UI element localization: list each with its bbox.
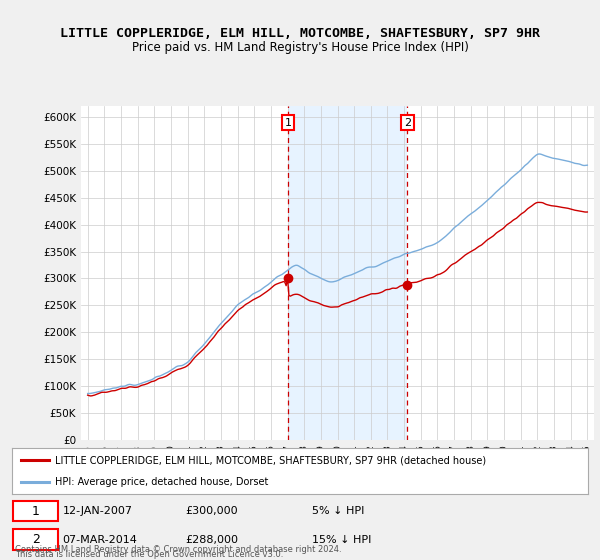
Text: Price paid vs. HM Land Registry's House Price Index (HPI): Price paid vs. HM Land Registry's House …	[131, 41, 469, 54]
Text: 12-JAN-2007: 12-JAN-2007	[62, 506, 133, 516]
Text: 07-MAR-2014: 07-MAR-2014	[62, 535, 137, 544]
FancyBboxPatch shape	[13, 501, 58, 521]
Text: £300,000: £300,000	[185, 506, 238, 516]
Bar	[288, 106, 407, 440]
FancyBboxPatch shape	[13, 529, 58, 550]
Text: Contains HM Land Registry data © Crown copyright and database right 2024.: Contains HM Land Registry data © Crown c…	[15, 545, 341, 554]
Text: 1: 1	[32, 505, 40, 517]
Text: 1: 1	[284, 118, 292, 128]
Text: 15% ↓ HPI: 15% ↓ HPI	[311, 535, 371, 544]
Text: 5% ↓ HPI: 5% ↓ HPI	[311, 506, 364, 516]
Text: LITTLE COPPLERIDGE, ELM HILL, MOTCOMBE, SHAFTESBURY, SP7 9HR (detached house): LITTLE COPPLERIDGE, ELM HILL, MOTCOMBE, …	[55, 455, 487, 465]
Text: 2: 2	[32, 533, 40, 546]
Text: LITTLE COPPLERIDGE, ELM HILL, MOTCOMBE, SHAFTESBURY, SP7 9HR: LITTLE COPPLERIDGE, ELM HILL, MOTCOMBE, …	[60, 27, 540, 40]
Text: HPI: Average price, detached house, Dorset: HPI: Average price, detached house, Dors…	[55, 477, 269, 487]
Text: £288,000: £288,000	[185, 535, 238, 544]
Text: This data is licensed under the Open Government Licence v3.0.: This data is licensed under the Open Gov…	[15, 550, 283, 559]
Text: 2: 2	[404, 118, 411, 128]
